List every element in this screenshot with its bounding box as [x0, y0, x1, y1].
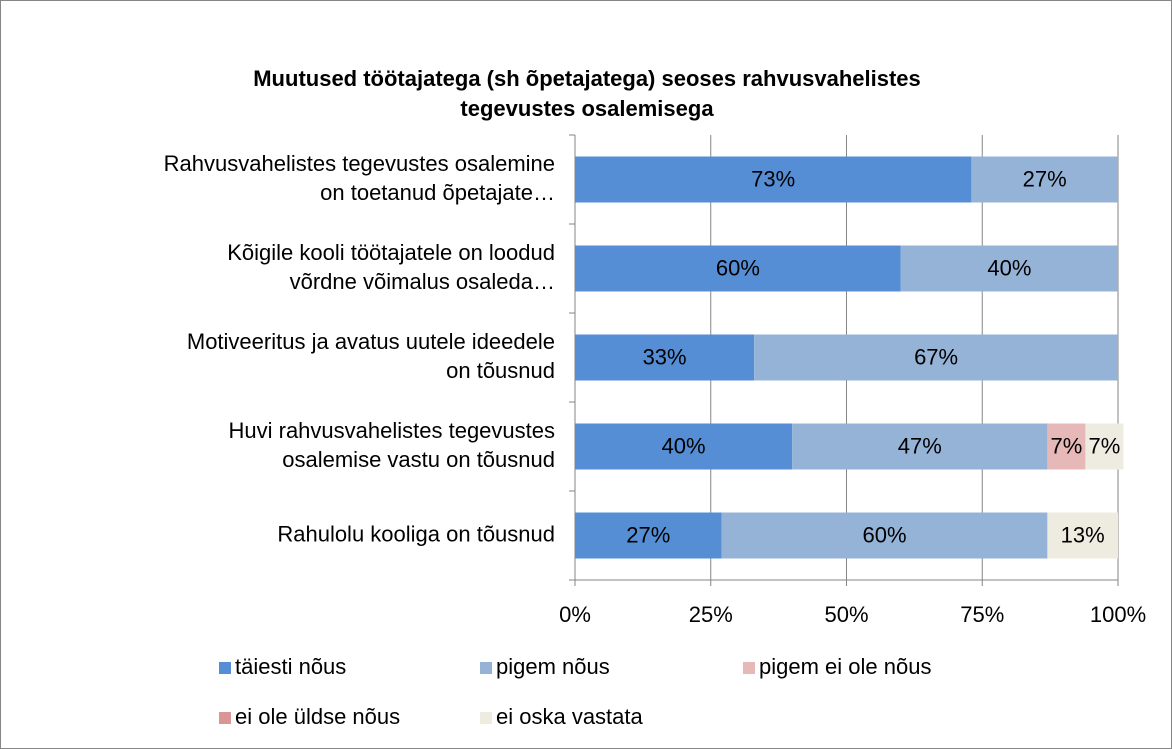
legend-swatch — [219, 712, 231, 724]
legend-swatch — [219, 662, 231, 674]
bar-segment — [754, 334, 1118, 381]
chart-title: tegevustes osalemisega — [460, 96, 714, 121]
bar-segment — [1085, 423, 1124, 470]
y-tick-label: on toetanud õpetajate… — [320, 180, 555, 205]
bar-segment — [575, 334, 755, 381]
bar-segment — [575, 156, 972, 203]
bar-segment — [900, 245, 1118, 292]
bar-segment — [792, 423, 1048, 470]
y-tick-label: Rahulolu kooliga on tõusnud — [277, 521, 555, 546]
x-tick-label: 0% — [559, 602, 591, 627]
x-tick-label: 25% — [689, 602, 733, 627]
legend-label: ei ole üldse nõus — [235, 704, 400, 729]
data-label: 27% — [1023, 166, 1067, 191]
legend-label: pigem ei ole nõus — [759, 654, 931, 679]
bar-segment — [721, 512, 1048, 559]
data-label: 60% — [716, 255, 760, 280]
data-label: 7% — [1051, 433, 1083, 458]
data-label: 33% — [643, 344, 687, 369]
bar-segment — [575, 245, 901, 292]
bar-segment — [1047, 423, 1086, 470]
data-label: 47% — [898, 433, 942, 458]
y-tick-label: Huvi rahvusvahelistes tegevustes — [229, 418, 556, 443]
legend-swatch — [480, 712, 492, 724]
legend-label: pigem nõus — [496, 654, 610, 679]
bar-segment — [1047, 512, 1118, 559]
data-label: 60% — [862, 522, 906, 547]
legend-swatch — [743, 662, 755, 674]
bar-segment — [971, 156, 1118, 203]
y-tick-label: võrdne võimalus osaleda… — [290, 269, 555, 294]
legend-label: ei oska vastata — [496, 704, 644, 729]
data-label: 13% — [1061, 522, 1105, 547]
legend-label: täiesti nõus — [235, 654, 346, 679]
data-label: 27% — [626, 522, 670, 547]
data-label: 73% — [751, 166, 795, 191]
y-tick-label: Kõigile kooli töötajatele on loodud — [227, 240, 555, 265]
y-tick-label: osalemise vastu on tõusnud — [282, 447, 555, 472]
legend-swatch — [480, 662, 492, 674]
bar-segment — [575, 423, 793, 470]
data-label: 67% — [914, 344, 958, 369]
data-label: 40% — [987, 255, 1031, 280]
chart-title: Muutused töötajatega (sh õpetajatega) se… — [253, 66, 921, 91]
y-tick-label: Motiveeritus ja avatus uutele ideedele — [187, 329, 555, 354]
x-tick-label: 100% — [1090, 602, 1146, 627]
bar-segment — [575, 512, 722, 559]
y-tick-label: Rahvusvahelistes tegevustes osalemine — [164, 151, 555, 176]
data-label: 7% — [1089, 433, 1121, 458]
x-tick-label: 50% — [824, 602, 868, 627]
y-tick-label: on tõusnud — [446, 358, 555, 383]
x-tick-label: 75% — [960, 602, 1004, 627]
data-label: 40% — [662, 433, 706, 458]
